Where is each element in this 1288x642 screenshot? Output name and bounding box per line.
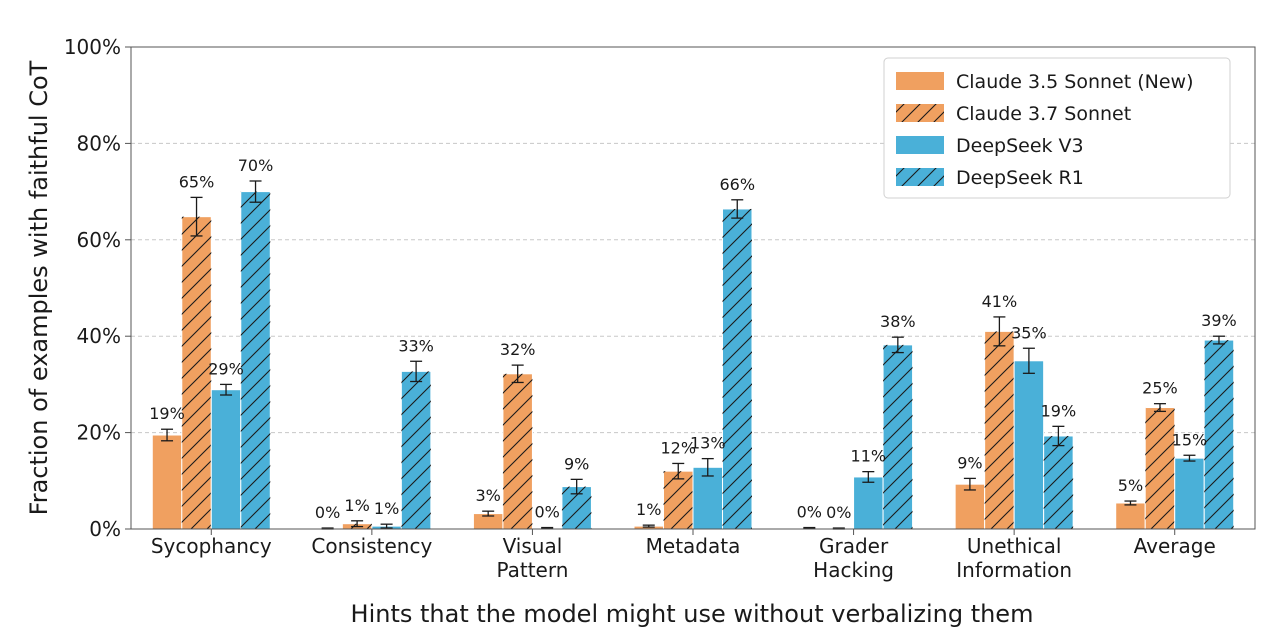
data-label: 66% <box>719 175 755 194</box>
category-label-line: Information <box>956 558 1072 582</box>
bar-hatch <box>401 371 431 529</box>
y-tick-label: 100% <box>64 35 121 59</box>
x-axis-title: Hints that the model might use without v… <box>351 600 1034 628</box>
data-label: 1% <box>344 496 369 515</box>
legend-entry: Claude 3.5 Sonnet (New) <box>956 71 1194 93</box>
y-tick-label: 20% <box>77 421 121 445</box>
data-label: 19% <box>149 404 185 423</box>
legend-entry: Claude 3.7 Sonnet <box>956 103 1131 125</box>
bar <box>210 389 242 530</box>
category-label: Visual Pattern <box>496 534 568 582</box>
data-label: 1% <box>636 500 661 519</box>
bar-hatch <box>663 471 693 529</box>
category-label-line: Hacking <box>813 558 894 582</box>
bar-hatch <box>1204 340 1234 529</box>
legend: Claude 3.5 Sonnet (New) Claude 3.7 Sonnet… <box>883 57 1231 199</box>
bar <box>1174 457 1205 530</box>
category-label-line: Unethical <box>967 534 1062 558</box>
bar <box>954 483 986 530</box>
bar-hatch <box>984 331 1015 529</box>
bar-hatch <box>722 208 752 529</box>
data-label: 25% <box>1142 379 1178 398</box>
y-tick-label: 40% <box>77 324 121 348</box>
bar <box>151 434 183 530</box>
legend-box <box>883 57 1231 199</box>
data-label: 35% <box>1011 323 1047 342</box>
legend-entry: DeepSeek V3 <box>956 135 1084 157</box>
grid-lines <box>131 142 1255 434</box>
category-label-line: Average <box>1134 534 1216 558</box>
category-label-line: Pattern <box>496 558 568 582</box>
plot-frame <box>130 46 1256 530</box>
legend-swatch <box>896 72 944 90</box>
category-label-line: Consistency <box>311 534 432 558</box>
data-label: 33% <box>398 336 434 355</box>
bar <box>1115 502 1146 530</box>
y-tick-label: 0% <box>89 517 121 541</box>
bar-hatch <box>1145 407 1175 529</box>
bar-hatch <box>240 191 271 529</box>
data-label: 0% <box>826 503 851 522</box>
bar <box>853 476 884 530</box>
category-label: Average <box>1134 534 1216 558</box>
category-label-line: Grader <box>819 534 889 558</box>
category-label: Grader Hacking <box>813 534 894 582</box>
data-label: 32% <box>500 340 536 359</box>
data-label: 9% <box>564 454 589 473</box>
legend-entry: DeepSeek R1 <box>956 167 1084 189</box>
y-tick-label: 60% <box>77 228 121 252</box>
bars <box>151 180 1235 530</box>
axes: 0% 20% 40% 60% 80% 100% Sycophancy Consistency V… <box>64 35 1256 582</box>
data-label: 19% <box>1041 401 1077 420</box>
category-label-line: Visual <box>503 534 563 558</box>
data-label: 39% <box>1201 311 1237 330</box>
bar <box>1013 360 1045 530</box>
legend-swatch-hatch <box>896 104 944 122</box>
category-label-line: Sycophancy <box>151 534 272 558</box>
data-label: 13% <box>690 434 726 453</box>
data-label: 65% <box>179 172 215 191</box>
data-label: 0% <box>797 503 822 522</box>
data-label: 3% <box>475 486 500 505</box>
data-label: 29% <box>208 359 244 378</box>
bar-hatch <box>502 373 533 529</box>
category-label: Consistency <box>311 534 432 558</box>
data-label: 9% <box>957 453 982 472</box>
bar-hatch <box>883 344 913 529</box>
category-label-line: Metadata <box>646 534 741 558</box>
data-label: 11% <box>851 447 887 466</box>
y-axis-title: Fraction of examples with faithful CoT <box>25 60 53 515</box>
category-label: Sycophancy <box>151 534 272 558</box>
category-label: Unethical Information <box>956 534 1072 582</box>
bar-hatch <box>1043 435 1074 529</box>
y-tick-label: 80% <box>77 131 121 155</box>
data-label: 0% <box>534 503 559 522</box>
data-label: 0% <box>315 503 340 522</box>
legend-swatch <box>896 136 944 154</box>
category-label: Metadata <box>646 534 741 558</box>
data-label: 15% <box>1172 430 1208 449</box>
data-label: 5% <box>1118 476 1143 495</box>
data-labels: 19%65%29%70%0% 1% 1%33%3%32%0%9%1%12%13%66… <box>149 156 1236 522</box>
data-label: 70% <box>238 156 274 175</box>
data-label: 38% <box>880 312 916 331</box>
data-label: 41% <box>982 292 1018 311</box>
legend-swatch-hatch <box>896 168 944 186</box>
data-label: 1% <box>374 499 399 518</box>
data-label: 12% <box>660 438 696 457</box>
bar-hatch <box>181 216 212 529</box>
